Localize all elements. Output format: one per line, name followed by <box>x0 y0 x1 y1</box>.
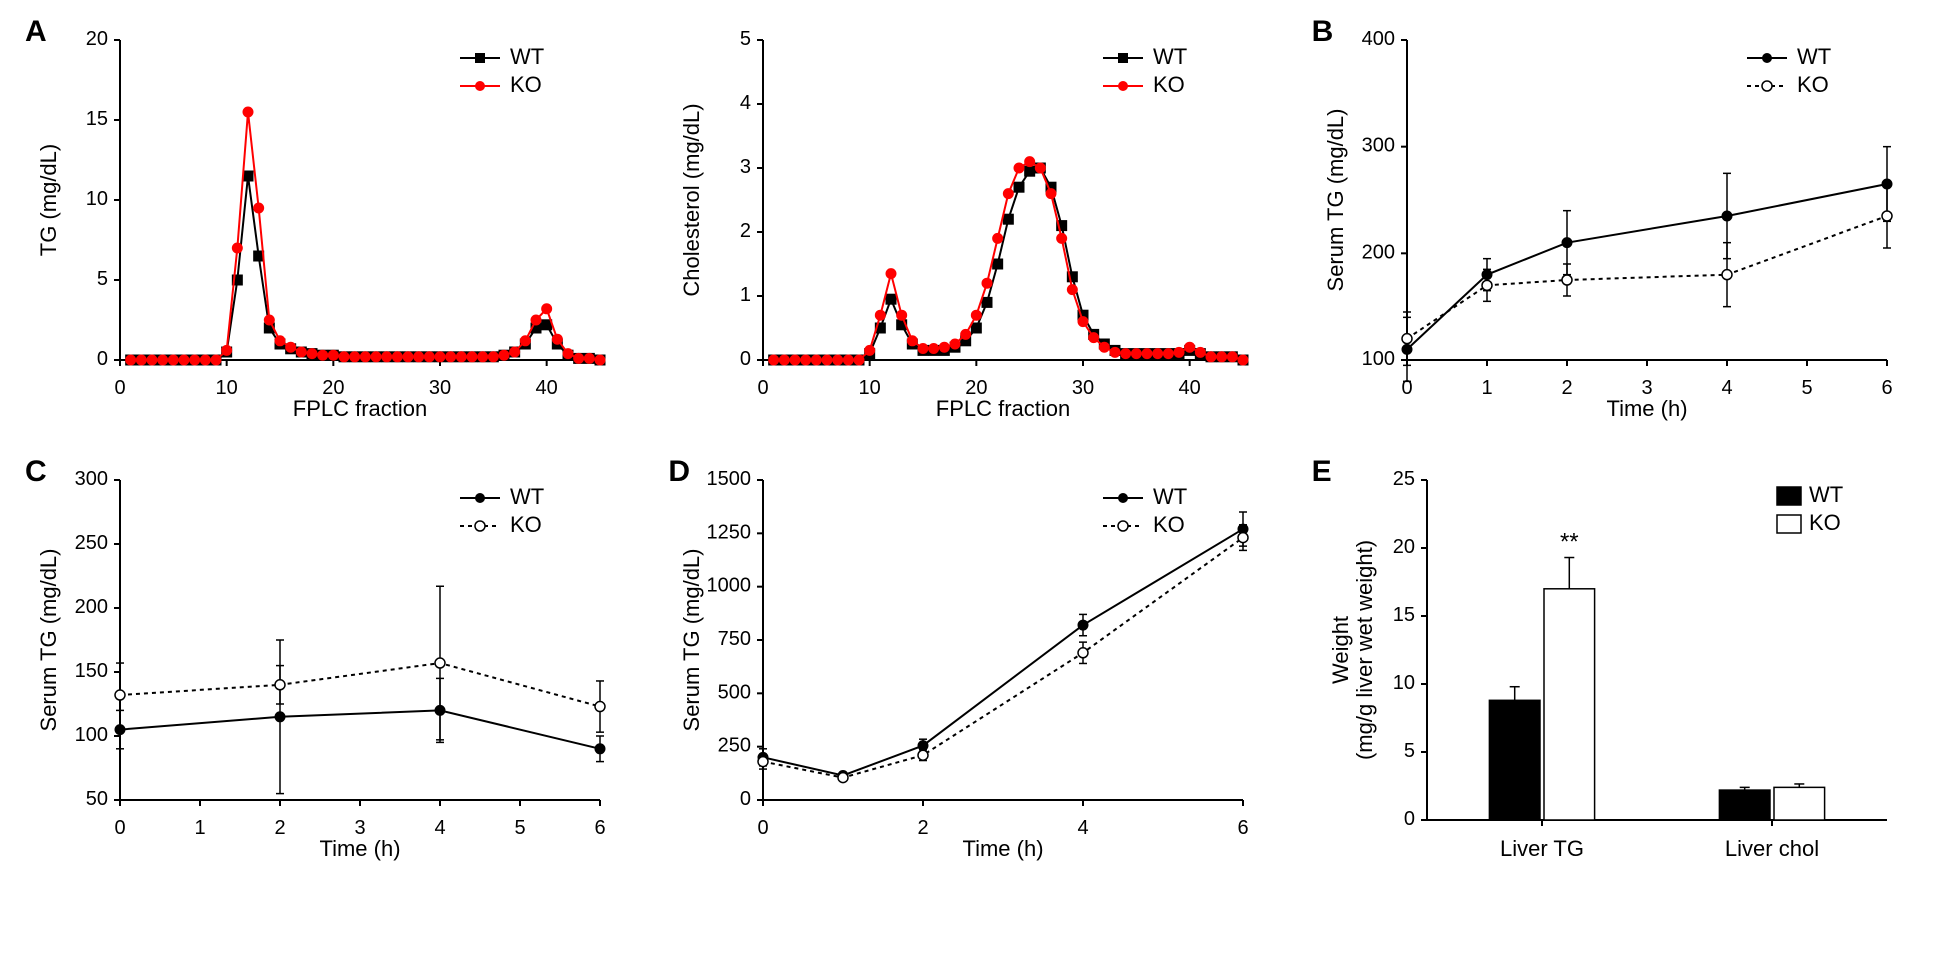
svg-text:40: 40 <box>1179 377 1201 399</box>
panel-e: E0510152025Weight(mg/g liver wet weight)… <box>1307 460 1920 880</box>
svg-text:1500: 1500 <box>707 468 752 490</box>
svg-text:5: 5 <box>740 28 751 50</box>
svg-text:WT: WT <box>1797 44 1831 69</box>
svg-text:Liver chol: Liver chol <box>1725 836 1819 861</box>
svg-text:100: 100 <box>1361 348 1394 370</box>
svg-text:Serum TG (mg/dL): Serum TG (mg/dL) <box>1322 109 1347 292</box>
svg-text:30: 30 <box>429 377 451 399</box>
svg-text:KO: KO <box>1809 510 1841 535</box>
panel-d: D02460250500750100012501500Time (h)Serum… <box>663 460 1276 880</box>
svg-text:Cholesterol (mg/dL): Cholesterol (mg/dL) <box>679 103 704 296</box>
svg-text:20: 20 <box>1392 536 1414 558</box>
svg-text:KO: KO <box>1797 72 1829 97</box>
svg-text:KO: KO <box>1153 72 1185 97</box>
svg-text:2: 2 <box>740 220 751 242</box>
svg-text:0: 0 <box>114 377 125 399</box>
svg-text:WT: WT <box>1153 484 1187 509</box>
svg-text:4: 4 <box>740 92 751 114</box>
svg-text:0: 0 <box>740 348 751 370</box>
svg-text:5: 5 <box>97 268 108 290</box>
svg-text:10: 10 <box>86 188 108 210</box>
svg-text:2: 2 <box>274 817 285 839</box>
svg-text:1: 1 <box>1481 377 1492 399</box>
svg-text:WT: WT <box>510 484 544 509</box>
svg-text:200: 200 <box>1361 242 1394 264</box>
svg-text:200: 200 <box>75 596 108 618</box>
svg-text:WT: WT <box>510 44 544 69</box>
svg-text:15: 15 <box>1392 604 1414 626</box>
svg-text:1000: 1000 <box>707 575 752 597</box>
svg-text:2: 2 <box>918 817 929 839</box>
panel-c: C012345650100150200250300Time (h)Serum T… <box>20 460 633 880</box>
svg-text:10: 10 <box>859 377 881 399</box>
svg-text:500: 500 <box>718 682 751 704</box>
svg-text:FPLC fraction: FPLC fraction <box>936 396 1071 421</box>
svg-text:3: 3 <box>740 156 751 178</box>
svg-text:300: 300 <box>75 468 108 490</box>
svg-text:Time (h): Time (h) <box>963 836 1044 861</box>
svg-text:KO: KO <box>510 512 542 537</box>
svg-text:5: 5 <box>1404 740 1415 762</box>
svg-text:6: 6 <box>1881 377 1892 399</box>
svg-text:6: 6 <box>594 817 605 839</box>
svg-text:FPLC fraction: FPLC fraction <box>293 396 428 421</box>
svg-text:1: 1 <box>194 817 205 839</box>
svg-text:WT: WT <box>1809 482 1843 507</box>
svg-text:Time (h): Time (h) <box>319 836 400 861</box>
panel-d-label: D <box>668 455 690 489</box>
svg-text:10: 10 <box>216 377 238 399</box>
svg-text:Serum TG (mg/dL): Serum TG (mg/dL) <box>679 549 704 732</box>
svg-text:KO: KO <box>1153 512 1185 537</box>
svg-text:1: 1 <box>740 284 751 306</box>
svg-text:Liver TG: Liver TG <box>1500 836 1584 861</box>
svg-text:2: 2 <box>1561 377 1572 399</box>
svg-text:WT: WT <box>1153 44 1187 69</box>
svg-text:TG (mg/dL): TG (mg/dL) <box>36 144 61 256</box>
svg-text:20: 20 <box>86 28 108 50</box>
svg-text:300: 300 <box>1361 135 1394 157</box>
svg-text:5: 5 <box>1801 377 1812 399</box>
svg-text:4: 4 <box>1078 817 1089 839</box>
svg-text:30: 30 <box>1072 377 1094 399</box>
panel-c-label: C <box>25 455 47 489</box>
svg-text:250: 250 <box>75 532 108 554</box>
svg-text:0: 0 <box>740 788 751 810</box>
svg-text:Serum TG (mg/dL): Serum TG (mg/dL) <box>36 549 61 732</box>
svg-text:25: 25 <box>1392 468 1414 490</box>
svg-text:40: 40 <box>536 377 558 399</box>
svg-text:250: 250 <box>718 735 751 757</box>
svg-text:5: 5 <box>514 817 525 839</box>
svg-text:0: 0 <box>758 377 769 399</box>
panel-e-label: E <box>1312 455 1332 489</box>
svg-text:KO: KO <box>510 72 542 97</box>
svg-text:1250: 1250 <box>707 522 752 544</box>
svg-text:6: 6 <box>1238 817 1249 839</box>
svg-text:50: 50 <box>86 788 108 810</box>
svg-text:Time (h): Time (h) <box>1606 396 1687 421</box>
svg-text:750: 750 <box>718 628 751 650</box>
svg-text:15: 15 <box>86 108 108 130</box>
svg-text:0: 0 <box>114 817 125 839</box>
svg-text:4: 4 <box>434 817 445 839</box>
svg-text:150: 150 <box>75 660 108 682</box>
svg-text:0: 0 <box>758 817 769 839</box>
svg-text:Weight(mg/g liver wet weight): Weight(mg/g liver wet weight) <box>1327 540 1376 760</box>
svg-text:0: 0 <box>1404 808 1415 830</box>
svg-text:10: 10 <box>1392 672 1414 694</box>
panel-a: A01020304005101520FPLC fractionTG (mg/dL… <box>20 20 1277 440</box>
svg-text:**: ** <box>1560 529 1579 556</box>
svg-text:0: 0 <box>97 348 108 370</box>
panel-b-label: B <box>1312 15 1334 49</box>
svg-text:100: 100 <box>75 724 108 746</box>
svg-text:400: 400 <box>1361 28 1394 50</box>
panel-b: B0123456100200300400Time (h)Serum TG (mg… <box>1307 20 1920 440</box>
svg-text:4: 4 <box>1721 377 1732 399</box>
